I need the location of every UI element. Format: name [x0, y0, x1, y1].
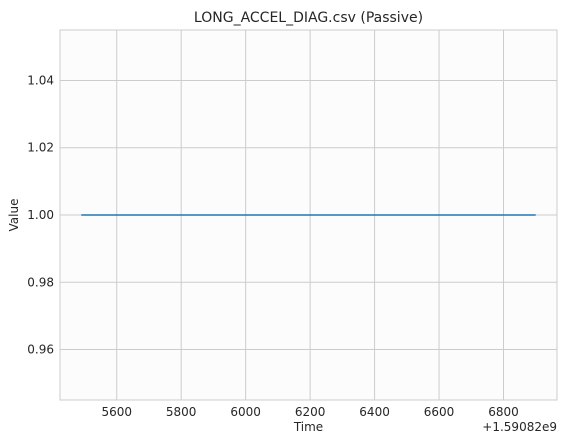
- y-axis-label: Value: [7, 199, 21, 232]
- chart-title: LONG_ACCEL_DIAG.csv (Passive): [194, 10, 423, 26]
- x-tick-label: 5800: [166, 405, 197, 419]
- y-tick-label: 0.96: [27, 343, 54, 357]
- x-tick-label: 6400: [359, 405, 390, 419]
- x-tick-label: 6600: [424, 405, 455, 419]
- plot-frame: [59, 29, 558, 401]
- x-tick-label: 6200: [295, 405, 326, 419]
- x-tick-label: 6000: [230, 405, 261, 419]
- x-axis-label: Time: [293, 420, 323, 434]
- y-tick-label: 1.02: [27, 141, 54, 155]
- y-ticks: 0.96 0.98 1.00 1.02 1.04: [27, 73, 54, 356]
- y-tick-label: 0.98: [27, 275, 54, 289]
- y-tick-label: 1.04: [27, 73, 54, 87]
- x-offset-label: +1.59082e9: [482, 420, 557, 434]
- y-tick-label: 1.00: [27, 208, 54, 222]
- x-ticks: 5600 5800 6000 6200 6400 6600 6800: [101, 405, 518, 419]
- x-tick-label: 6800: [488, 405, 519, 419]
- x-tick-label: 5600: [101, 405, 132, 419]
